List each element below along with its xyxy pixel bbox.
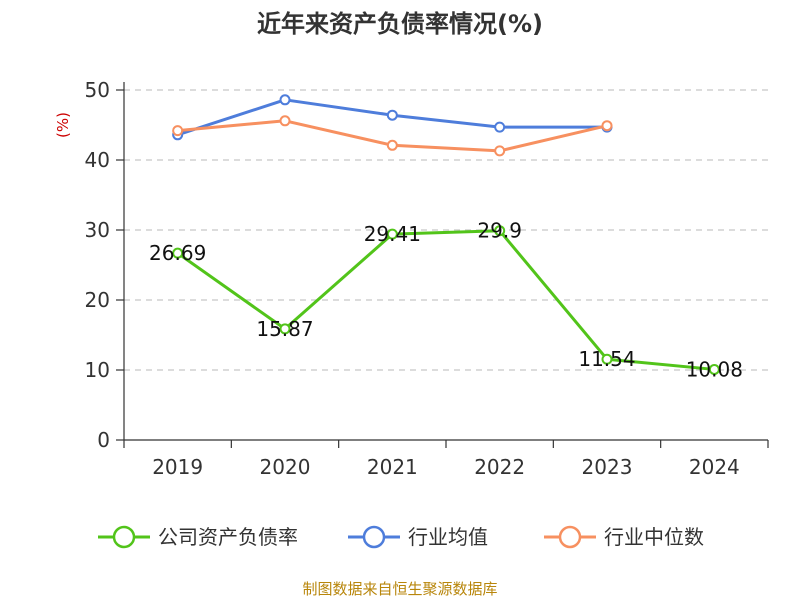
data-point: [708, 363, 720, 375]
data-point: [601, 353, 613, 365]
legend-label: 行业中位数: [604, 525, 704, 549]
data-point: [386, 228, 398, 240]
data-label: 26.69: [149, 241, 206, 265]
axes: 0 10 20 30 40 50 2019 2020 2021 2022 2023 2024: [85, 78, 769, 479]
x-tick-label: 2022: [474, 455, 525, 479]
legend-marker: [112, 525, 136, 549]
grid-lines: [124, 89, 768, 371]
y-tick-label: 0: [97, 428, 110, 452]
data-label: 29.9: [477, 219, 522, 243]
y-tick-label: 20: [85, 288, 110, 312]
legend-label: 行业均值: [408, 525, 488, 549]
legend-label: 公司资产负债率: [158, 525, 298, 549]
data-labels: 26.69 15.87 29.41 29.9 11.54 10.08: [149, 219, 743, 382]
y-tick-label: 10: [85, 358, 110, 382]
data-point: [601, 120, 613, 132]
data-point: [494, 121, 506, 133]
data-point: [172, 125, 184, 137]
legend-marker: [558, 525, 582, 549]
y-tick-label: 30: [85, 218, 110, 242]
data-point: [494, 225, 506, 237]
data-point: [279, 323, 291, 335]
chart-title: 近年来资产负债率情况(%): [257, 10, 543, 38]
data-label: 29.41: [364, 222, 421, 246]
x-tick-label: 2024: [689, 455, 740, 479]
data-point: [386, 109, 398, 121]
series-line-0: [176, 229, 715, 371]
x-tick-label: 2023: [582, 455, 633, 479]
data-label: 10.08: [686, 357, 743, 381]
legend-marker: [362, 525, 386, 549]
data-point: [494, 145, 506, 157]
x-tick-label: 2019: [152, 455, 203, 479]
y-tick-label: 50: [85, 78, 110, 102]
data-point: [172, 247, 184, 259]
data-label: 15.87: [256, 317, 313, 341]
x-tick-label: 2021: [367, 455, 418, 479]
data-point: [279, 115, 291, 127]
data-point: [386, 139, 398, 151]
data-point: [279, 94, 291, 106]
y-axis-label: (%): [54, 112, 72, 138]
data-label: 11.54: [578, 347, 635, 371]
x-tick-label: 2020: [260, 455, 311, 479]
series-group: [172, 94, 720, 375]
y-tick-label: 40: [85, 148, 110, 172]
legend: 公司资产负债率 行业均值 行业中位数: [98, 525, 704, 549]
source-note: 制图数据来自恒生聚源数据库: [302, 580, 497, 598]
